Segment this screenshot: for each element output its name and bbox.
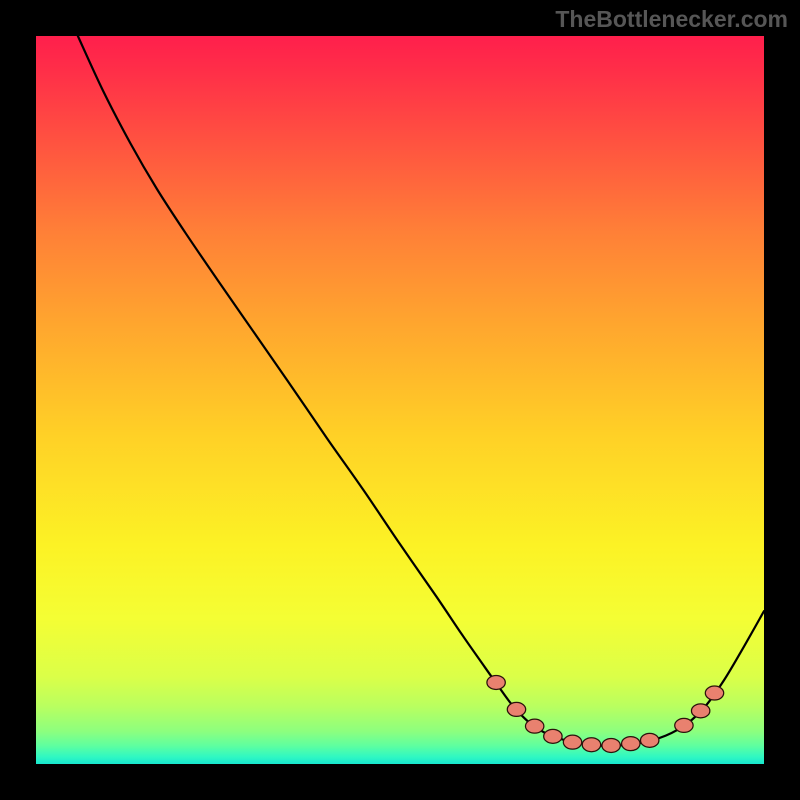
watermark-text: TheBottlenecker.com [555,6,788,33]
chart-plot-area [36,36,764,764]
